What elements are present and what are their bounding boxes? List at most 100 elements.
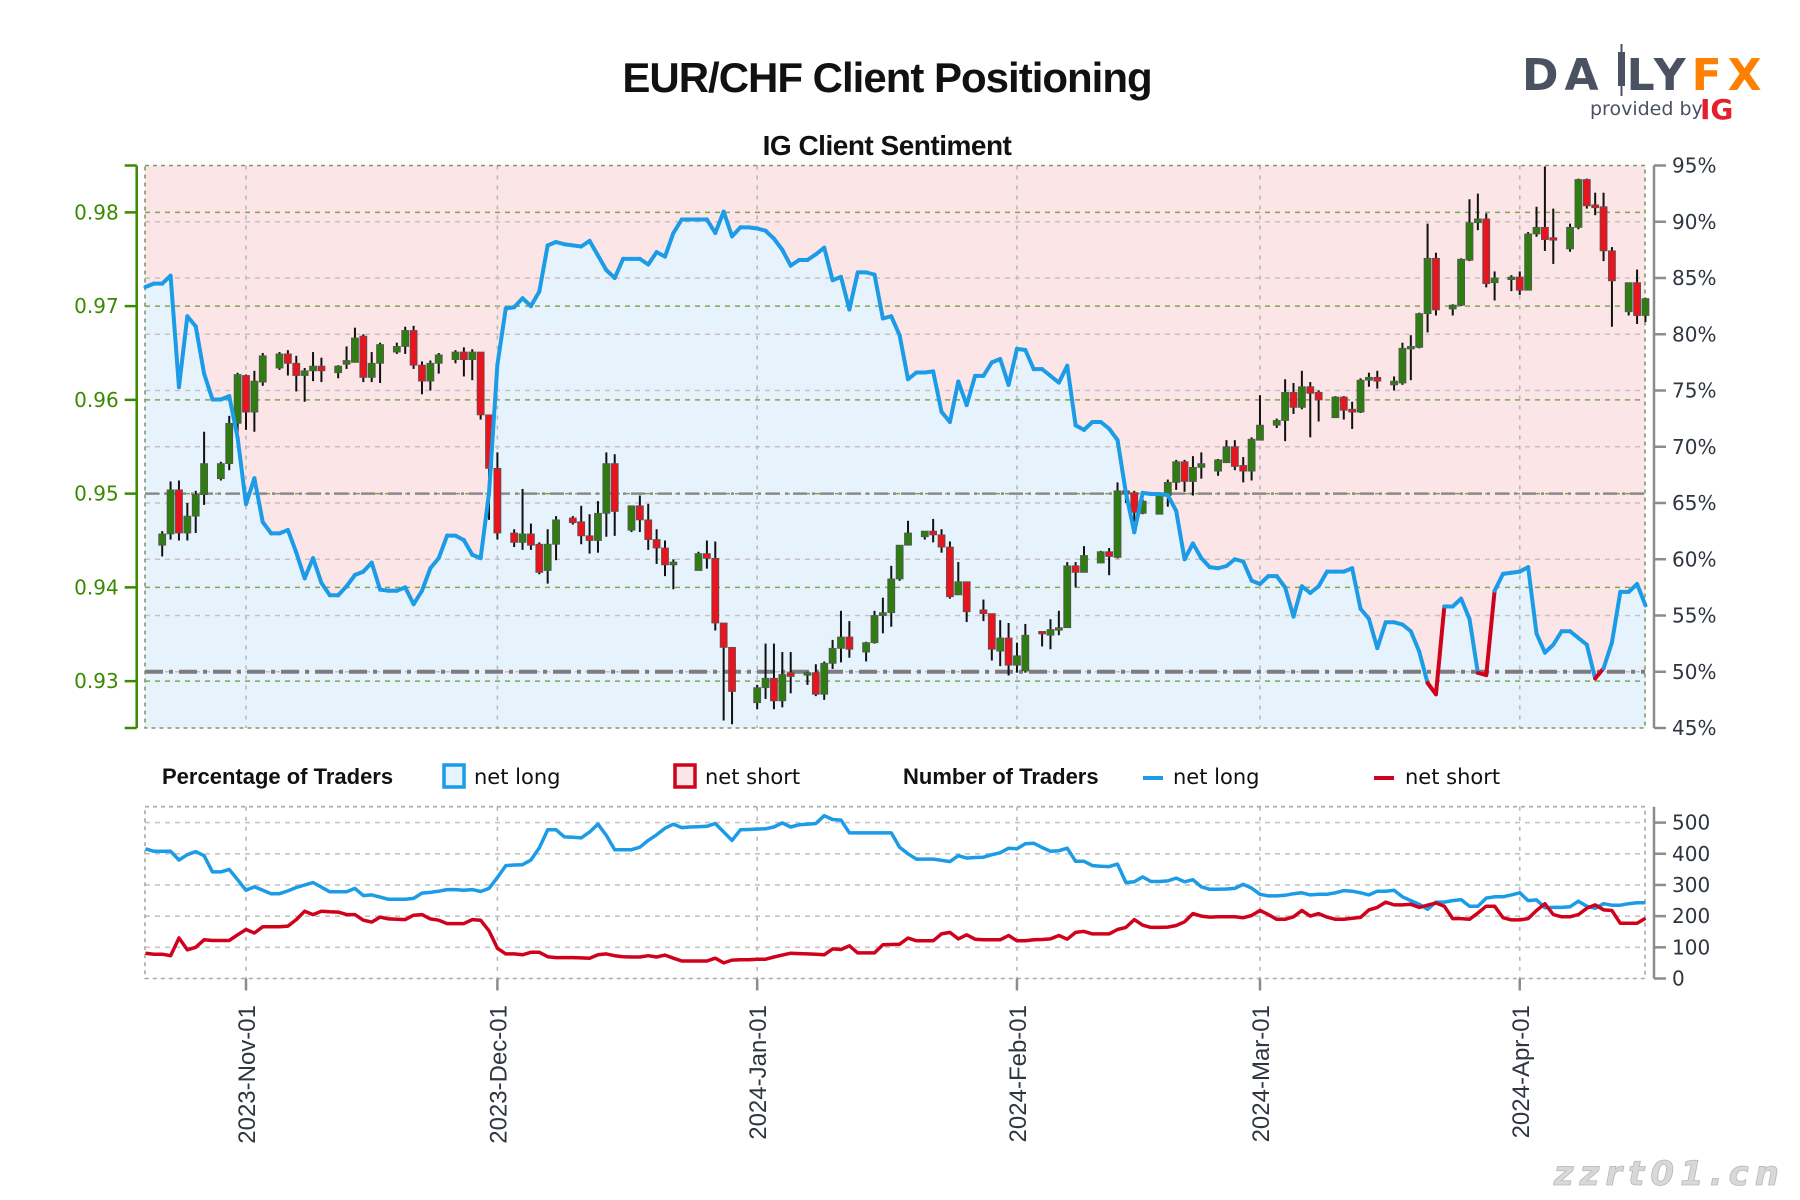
candle [1289, 383, 1298, 414]
logo-ig: IG [1700, 93, 1733, 126]
net-long-pct-segment [1291, 584, 1304, 619]
candle [1046, 619, 1055, 650]
candle [459, 347, 468, 377]
candle [359, 334, 368, 383]
candle [317, 357, 326, 383]
traders-tick-label: 500 [1672, 811, 1710, 835]
candle [1297, 370, 1306, 410]
bullish-candle-body [1155, 495, 1164, 515]
candle [418, 361, 426, 395]
net-long-pct-segment [646, 250, 659, 267]
bearish-candle-body [1071, 565, 1080, 573]
bearish-candle-body [1591, 204, 1600, 209]
candle [543, 529, 552, 584]
candle [376, 342, 384, 383]
bullish-candle-body [870, 615, 879, 644]
bearish-candle-body [711, 557, 720, 624]
net-short-majority-segment [1484, 588, 1497, 678]
bullish-candle-body [451, 351, 460, 360]
bullish-candle-body [837, 636, 845, 649]
candle [1448, 304, 1457, 316]
net-long-pct-segment [260, 520, 274, 536]
bearish-candle-body [962, 581, 971, 613]
bullish-candle-body [1046, 629, 1055, 636]
candle [728, 646, 736, 725]
candle [803, 671, 812, 685]
bullish-candle-body [225, 422, 234, 465]
bullish-candle-body [1197, 463, 1206, 468]
candle [476, 351, 485, 420]
candle [1482, 213, 1491, 288]
pct-tick-label: 60% [1672, 547, 1716, 571]
chart-subtitle: IG Client Sentiment [763, 130, 1012, 161]
net-long-pct-segment [512, 296, 525, 310]
bearish-candle-body [359, 335, 368, 378]
candle [837, 610, 845, 663]
net-long-pct-segment [1635, 582, 1648, 608]
net-long-pct-segment [235, 435, 248, 507]
net-long-pct-segment [1274, 574, 1288, 590]
bullish-candle-body [862, 642, 871, 653]
net-long-pct-segment [344, 573, 357, 589]
traders-plot-border [144, 805, 1646, 980]
bearish-candle-body [577, 521, 586, 537]
candle [602, 452, 611, 537]
net-long-pct-segment [838, 274, 852, 312]
net-long-pct-segment [1375, 620, 1388, 651]
net-long-pct-segment [478, 490, 492, 561]
bearish-candle-body [1541, 226, 1549, 240]
candle [719, 622, 728, 721]
date-tick-label: 2024-Feb-01 [1005, 1005, 1032, 1142]
bullish-candle-body [1524, 233, 1533, 291]
bullish-candle-body [895, 544, 904, 580]
net-long-pct-segment [1132, 490, 1145, 535]
pct-tick-label: 65% [1672, 491, 1716, 515]
net-long-pct-segment [294, 550, 307, 581]
candle [627, 505, 636, 533]
net-long-pct-segment [998, 357, 1011, 387]
bearish-candle-body [292, 362, 301, 376]
net-long-pct-segment [1534, 631, 1547, 655]
candle [761, 643, 770, 699]
bullish-candle-body [878, 612, 887, 616]
date-tick-label: 2024-Jan-01 [745, 1005, 772, 1140]
bullish-candle-body [1113, 490, 1122, 558]
candle [342, 346, 351, 369]
bearish-candle-body [1239, 465, 1248, 472]
net-long-pct-segment [252, 476, 265, 525]
candle [191, 490, 200, 533]
bullish-candle-body [920, 530, 929, 538]
candle [1105, 548, 1114, 576]
bullish-candle-body [552, 519, 560, 545]
net-long-pct-segment [1174, 508, 1187, 562]
bearish-candle-body [510, 532, 519, 543]
bullish-candle-body [1256, 424, 1264, 441]
net-long-pct-segment [403, 585, 416, 607]
candle [887, 565, 896, 627]
bullish-candle-body [183, 515, 192, 534]
candle [1356, 378, 1365, 413]
price-tick-label: 0.95 [74, 482, 119, 506]
price-tick-label: 0.97 [74, 294, 119, 318]
bearish-candle-body [242, 375, 250, 413]
price-tick-label: 0.98 [74, 200, 119, 224]
candle [1230, 440, 1239, 471]
candle [1096, 550, 1105, 564]
candle [778, 652, 787, 708]
bullish-candle-body [1331, 396, 1340, 419]
bearish-candle-body [1004, 637, 1013, 666]
legend-net-short-line [1374, 776, 1394, 780]
net-long-pct-segment [931, 369, 944, 414]
bearish-candle-body [1339, 396, 1348, 411]
net-long-pct-segment [1358, 606, 1371, 621]
net-long-pct-segment [964, 373, 978, 408]
bearish-candle-body [568, 517, 577, 524]
candle [862, 641, 871, 662]
candle [1004, 623, 1013, 676]
candle [929, 518, 938, 543]
bullish-candle-body [1365, 376, 1373, 381]
bullish-candle-body [1406, 346, 1415, 350]
bearish-candle-body [786, 672, 795, 677]
bearish-candle-body [283, 353, 292, 364]
net-long-pct-segment [1366, 616, 1380, 651]
